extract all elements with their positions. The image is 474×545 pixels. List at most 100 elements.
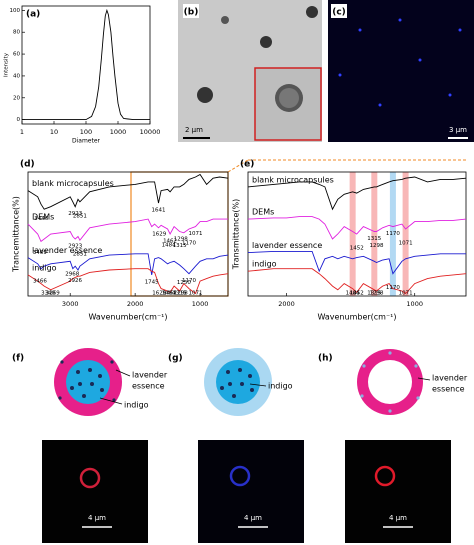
scale-label: 4 μm: [88, 514, 106, 522]
y-tick-label: 100: [10, 8, 21, 14]
scale-label: 4 μm: [244, 514, 262, 522]
y-tick-label: 40: [13, 73, 20, 79]
peak-label: 1484: [162, 243, 176, 249]
scale-label: 4 μm: [389, 514, 407, 522]
series-label: lavender essence: [32, 246, 102, 255]
peak-label: 1170: [386, 285, 400, 291]
peak-label: 1745: [145, 279, 159, 285]
plot-frame: [27, 171, 229, 297]
y-tick-label: 20: [13, 95, 20, 101]
peak-label: 1298: [174, 291, 188, 297]
panel-label: (f): [12, 354, 24, 364]
y-axis-label: Intensity: [4, 52, 10, 77]
y-tick-label: 80: [13, 30, 20, 36]
micrograph-g: 4 μm: [198, 440, 304, 543]
peak-label: 3446: [34, 216, 48, 222]
peak-label: 3269: [46, 291, 60, 297]
x-tick-label: 100: [80, 128, 92, 136]
x-tick-label: 2000: [278, 300, 295, 308]
x-axis-label: Wavenumber(cm⁻¹): [88, 313, 167, 322]
x-tick-label: 1000: [192, 300, 209, 308]
highlight-band: [349, 172, 356, 296]
peak-label: 2968: [65, 272, 79, 278]
schematic-g: (g) indigo: [168, 348, 293, 416]
callout: lavender: [132, 371, 168, 380]
y-axis-label: Transmittance(%): [232, 199, 241, 271]
series-label: DEMs: [252, 208, 274, 217]
series-label: DEMs: [32, 213, 54, 222]
x-axis-label: Diameter: [72, 138, 101, 145]
spectrum-line: [247, 176, 467, 211]
peak-label: 1298: [369, 291, 383, 297]
peak-label: 1315: [367, 291, 381, 297]
x-tick-label: 10000: [140, 128, 161, 136]
peak-label: 2923: [68, 211, 82, 217]
scale-label: 2 μm: [185, 126, 203, 134]
y-axis-label: Trancemittance(%): [12, 196, 21, 273]
y-tick-label: 0: [17, 117, 21, 123]
x-tick-label: 3000: [62, 300, 79, 308]
callout: essence: [132, 382, 165, 391]
peak-label: 1170: [182, 278, 196, 284]
peak-label: 1250: [177, 280, 191, 286]
peak-label: 1462: [163, 239, 177, 245]
peak-label: 3340: [41, 291, 55, 297]
connector: [227, 159, 249, 173]
peak-label: 2851: [73, 252, 87, 258]
peak-label: 1298: [174, 236, 188, 242]
panel-label: (h): [318, 354, 333, 364]
panel-label: (g): [168, 354, 183, 364]
micrograph-f: 4 μm: [42, 440, 148, 543]
spectrum-line: [27, 268, 229, 295]
peak-label: 1170: [182, 241, 196, 247]
panel-label: (c): [332, 8, 346, 18]
spectrum-line: [27, 253, 229, 275]
series-label: lavender essence: [252, 241, 322, 250]
peak-label: 1629: [152, 232, 166, 238]
series-label: indigo: [252, 260, 277, 269]
peak-label: 1071: [188, 231, 202, 237]
x-axis-label: Wavenumber(cm⁻¹): [317, 313, 396, 322]
spectrum-line: [22, 8, 150, 121]
peak-label: 3466: [33, 279, 47, 285]
spectrum-line: [247, 268, 467, 295]
callout: essence: [432, 385, 465, 394]
zoom-box: [130, 171, 229, 297]
peak-label: 1298: [369, 243, 383, 249]
panel-label: (a): [26, 10, 40, 20]
callout: lavender: [432, 374, 468, 383]
scale-label: 3 μm: [449, 126, 467, 134]
peak-label: 1071: [399, 241, 413, 247]
peak-label: 1462: [163, 291, 177, 297]
peak-label: 1315: [173, 291, 187, 297]
x-tick-label: 2000: [127, 300, 144, 308]
peak-label: 1071: [399, 291, 413, 297]
tem-image: (b) 2 μm: [178, 0, 322, 142]
fluorescence-image: (c) 3 μm: [328, 0, 474, 142]
plot-frame: [21, 5, 151, 125]
peak-label: 3469: [33, 250, 47, 256]
series-label: blank microcapsules: [252, 175, 334, 184]
callout: indigo: [268, 382, 293, 391]
peak-label: 1452: [350, 291, 364, 297]
highlight-band: [389, 172, 396, 296]
peak-label: 1484: [346, 291, 360, 297]
series-label: indigo: [32, 263, 57, 272]
x-tick-label: 1000: [406, 300, 423, 308]
peak-label: 2923: [68, 243, 82, 249]
schematic-f: (f) lavender essence indigo: [12, 348, 168, 416]
peak-label: 2926: [68, 278, 82, 284]
plot-frame: [247, 171, 467, 297]
y-tick-label: 60: [13, 52, 20, 58]
schematic-h: (h) lavender essence: [318, 349, 468, 415]
peak-label: 1484: [162, 291, 176, 297]
peak-label: 1315: [367, 236, 381, 242]
x-tick-label: 1: [20, 128, 24, 136]
callout: indigo: [124, 401, 149, 410]
peak-label: 1641: [151, 208, 165, 214]
peak-label: 1170: [386, 231, 400, 237]
peak-label: 1452: [350, 246, 364, 252]
peak-label: 1629: [152, 291, 166, 297]
spectrum-line: [247, 250, 466, 275]
